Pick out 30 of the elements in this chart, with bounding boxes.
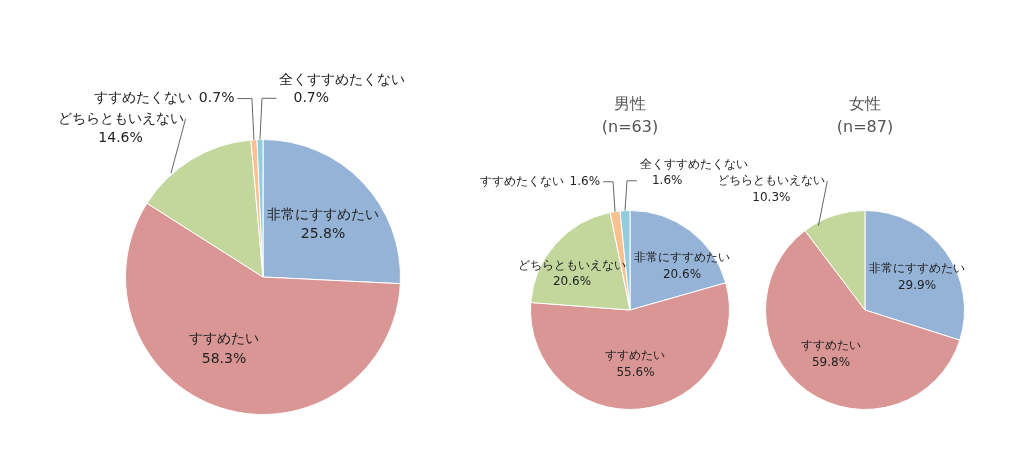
- chart-title: 男性: [614, 94, 646, 114]
- data-label: 29.9%: [897, 278, 937, 293]
- data-label: 10.3%: [752, 189, 791, 204]
- slice-label: どちらともいえない: [717, 172, 826, 187]
- data-label: 1.6%: [651, 172, 683, 187]
- slice-label: 非常にすすめたい: [634, 250, 730, 265]
- slice-label: すすめたい: [605, 348, 666, 363]
- data-label: 55.6%: [616, 364, 655, 379]
- slice-label: すすめたくない: [479, 173, 564, 188]
- data-label: 20.6%: [552, 274, 592, 289]
- slice-label: 全くすすめたくない: [639, 157, 748, 172]
- data-label: 0.7%: [198, 89, 235, 106]
- data-label: 59.8%: [811, 355, 851, 370]
- slice-label: どちらともいえない: [57, 109, 184, 126]
- data-label: 25.8%: [300, 225, 346, 242]
- data-label: 58.3%: [201, 349, 247, 366]
- slice-label: 全くすすめたくない: [279, 70, 406, 87]
- slice-label: 非常にすすめたい: [267, 205, 379, 222]
- data-label: 1.6%: [569, 173, 601, 188]
- chart-subtitle: (n=87): [836, 117, 894, 137]
- data-label: 0.7%: [293, 88, 330, 105]
- data-label: 20.6%: [662, 266, 702, 281]
- slice-label: どちらともいえない: [518, 257, 626, 272]
- slice-label: すすめたくない: [93, 89, 192, 106]
- slice-label: すすめたい: [189, 329, 259, 346]
- chart-subtitle: (n=63): [601, 117, 659, 137]
- data-label: 14.6%: [98, 129, 143, 146]
- slice-label: すすめたい: [801, 338, 861, 353]
- slice-label: 非常にすすめたい: [869, 261, 965, 276]
- chart-title: 女性: [849, 94, 881, 114]
